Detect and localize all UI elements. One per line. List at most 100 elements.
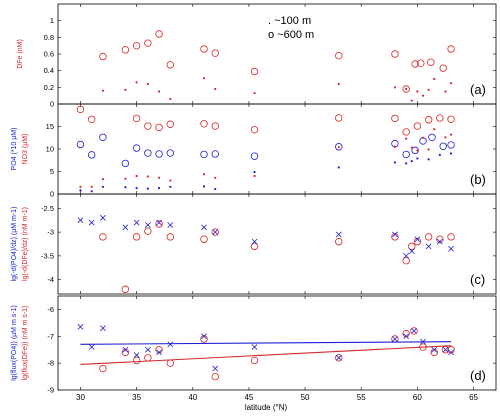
circle-marker <box>391 50 399 58</box>
y-tick-label: 1 <box>50 16 54 25</box>
circle-marker <box>391 233 399 241</box>
x-marker <box>431 346 438 353</box>
x-marker <box>88 219 95 226</box>
dot-marker <box>157 176 161 179</box>
circle-marker <box>428 133 436 141</box>
panel-2: 0 5 10 15 PO4 (*10 µM) NO3 (µM) (b) <box>11 103 497 199</box>
circle-marker <box>335 143 343 151</box>
x-marker <box>77 217 84 224</box>
y-axis-label: NO3 (µM) <box>22 134 29 165</box>
dot-marker <box>214 176 217 179</box>
dot-marker <box>146 175 149 178</box>
series-1 <box>99 30 455 93</box>
x-marker <box>251 238 258 245</box>
panel-letter: (c) <box>470 272 485 287</box>
x-marker <box>335 231 342 238</box>
dot-marker <box>405 87 408 91</box>
circle-marker <box>211 228 219 236</box>
circle-marker <box>144 227 152 235</box>
dot-marker <box>438 153 441 156</box>
circle-marker <box>121 285 130 293</box>
circle-marker <box>99 52 107 61</box>
circle-marker <box>436 235 444 243</box>
circle-marker <box>200 235 208 243</box>
dot-marker <box>124 88 127 91</box>
x-marker <box>392 336 398 342</box>
dot-marker <box>421 94 425 97</box>
circle-marker <box>402 128 410 136</box>
x-marker <box>442 346 449 353</box>
legend-annotation: . ~100 m <box>268 15 311 27</box>
dot-marker <box>146 187 149 190</box>
x-marker <box>392 231 398 238</box>
panels: 0 0.2 0.4 0.6 0.8 1 DFe (nM) (a) . ~100 m o ~600 … <box>11 3 497 402</box>
dot-marker <box>202 77 206 80</box>
series-1 <box>99 220 455 293</box>
circle-marker <box>166 359 175 367</box>
panel-letter: (d) <box>470 368 486 383</box>
circle-marker <box>335 51 343 60</box>
x-marker <box>156 349 162 356</box>
dot-marker <box>393 145 397 148</box>
circle-marker <box>250 152 259 160</box>
x-marker <box>144 222 151 228</box>
series-4 <box>79 152 453 193</box>
x-marker <box>167 341 174 348</box>
dot-marker <box>79 189 82 192</box>
x-marker <box>201 333 207 340</box>
dot-marker <box>444 90 447 93</box>
circle-marker <box>87 151 96 159</box>
x-marker <box>167 222 174 228</box>
series-1 <box>76 105 455 136</box>
dot-marker <box>253 170 256 174</box>
y-axis-label: lg(-d(PO4)/dz) (µM m-1) <box>11 207 18 282</box>
circle-marker <box>155 346 163 354</box>
y-tick-label: -8 <box>47 359 54 368</box>
circle-marker <box>99 133 107 141</box>
x-tick-label: 30 <box>76 393 85 402</box>
x-tick-label: 60 <box>413 393 422 402</box>
y-tick-label: 10 <box>46 145 54 154</box>
series-4 <box>80 345 452 366</box>
x-marker <box>100 325 106 332</box>
x-tick-label: 55 <box>357 393 366 402</box>
series-1 <box>99 327 455 381</box>
dot-marker <box>433 128 436 131</box>
dot-marker <box>416 149 419 152</box>
dot-marker <box>135 81 138 84</box>
circle-marker <box>144 122 152 130</box>
x-marker <box>411 328 417 334</box>
circle-marker <box>144 39 152 47</box>
x-marker <box>251 344 258 350</box>
dot-marker <box>124 186 127 189</box>
series-2 <box>77 324 454 372</box>
circle-marker <box>439 142 447 150</box>
circle-marker <box>250 242 259 251</box>
circle-marker <box>211 372 219 381</box>
trend-line <box>80 345 452 366</box>
circle-marker <box>447 45 455 53</box>
circle-marker <box>410 327 418 335</box>
x-marker <box>144 346 151 353</box>
y-axis-label: PO4 (*10 µM) <box>11 128 18 171</box>
x-marker <box>436 238 443 245</box>
circle-marker <box>250 125 259 134</box>
dot-marker <box>433 77 436 81</box>
series-3 <box>79 128 453 188</box>
dot-marker <box>101 185 105 188</box>
circle-marker <box>411 60 419 68</box>
series-2 <box>76 133 455 168</box>
dot-marker <box>410 146 413 149</box>
circle-marker <box>211 122 219 130</box>
circle-marker <box>430 348 438 357</box>
x-marker <box>425 243 432 250</box>
dot-marker <box>169 97 172 101</box>
circle-marker <box>155 220 163 228</box>
circle-marker <box>121 46 130 54</box>
circle-marker <box>99 233 107 241</box>
panel-1: 0 0.2 0.4 0.6 0.8 1 DFe (nM) (a) . ~100 m o ~600 … <box>17 3 497 109</box>
circle-marker <box>413 122 422 130</box>
circle-marker <box>447 115 455 123</box>
dot-marker <box>405 162 408 165</box>
